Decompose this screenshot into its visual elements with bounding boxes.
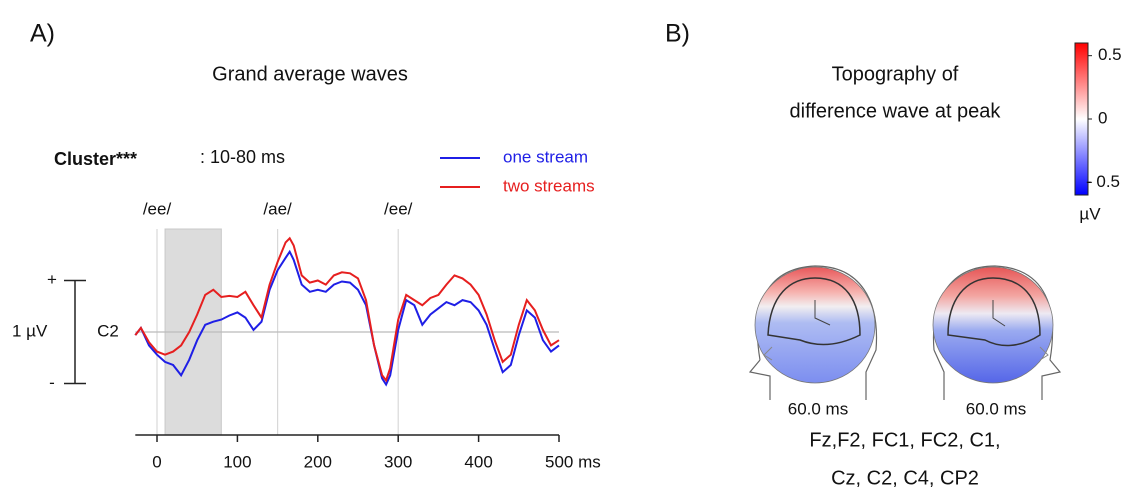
colorbar-tick-label: 0 <box>1098 108 1107 127</box>
x-tick-label: 400 <box>464 452 492 471</box>
head-map <box>748 265 878 400</box>
channel-label: C2 <box>97 321 119 340</box>
x-tick-label: 300 <box>384 452 412 471</box>
scale-label: 1 µV <box>12 321 48 340</box>
x-tick-label: 500 ms <box>545 452 601 471</box>
channel-list: Cz, C2, C4, CP2 <box>831 467 979 489</box>
x-tick-label: 200 <box>304 452 332 471</box>
x-tick-label: 0 <box>152 452 161 471</box>
scale-tick-label: + <box>47 270 57 289</box>
colorbar-tick-label: - 0.5 <box>1086 172 1120 191</box>
chart-title: Topography of <box>832 63 959 85</box>
map-label: 60.0 ms <box>788 399 848 418</box>
colorbar-tick-label: 0.5 <box>1098 45 1122 64</box>
legend-label: two streams <box>503 176 595 195</box>
stimulus-label: /ae/ <box>263 199 292 218</box>
annotation: : 10-80 ms <box>200 147 285 167</box>
stimulus-label: /ee/ <box>143 199 172 218</box>
legend-label: one stream <box>503 147 588 166</box>
x-tick-label: 100 <box>223 452 251 471</box>
map-label: 60.0 ms <box>966 399 1026 418</box>
panel-label: A) <box>30 20 55 48</box>
stimulus-label: /ee/ <box>384 199 413 218</box>
channel-list: Fz,F2, FC1, FC2, C1, <box>809 429 1000 451</box>
annotation: Cluster*** <box>54 149 137 169</box>
panel-label: B) <box>665 20 690 48</box>
colorbar-unit: µV <box>1079 204 1101 223</box>
series-line <box>134 236 560 383</box>
series-line <box>134 249 560 387</box>
head-map <box>932 265 1062 400</box>
chart-title: difference wave at peak <box>790 100 1002 122</box>
chart-title: Grand average waves <box>212 63 408 85</box>
scale-tick-label: - <box>49 373 55 392</box>
